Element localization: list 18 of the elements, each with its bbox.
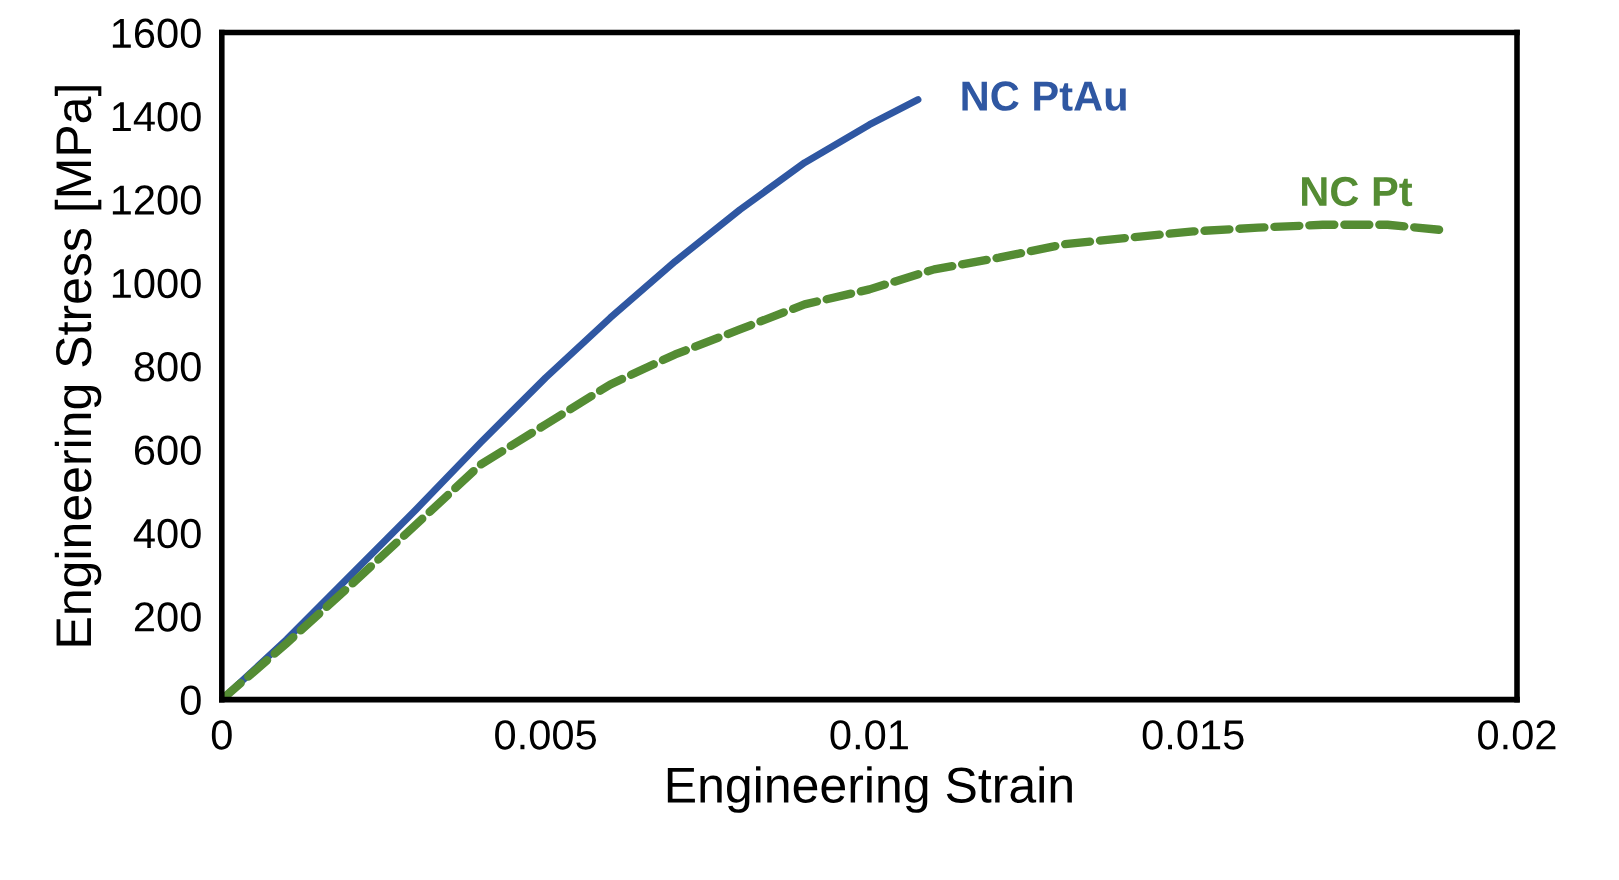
y-tick-label: 1000	[112, 268, 201, 299]
y-tick-label: 800	[134, 352, 201, 382]
y-tick-label: 0	[180, 685, 201, 716]
y-tick-label: 200	[134, 602, 201, 632]
y-tick-label: 1200	[112, 185, 201, 215]
x-tick-label: 0	[211, 720, 232, 750]
y-tick-label: 1600	[112, 18, 201, 49]
x-tick-label: 0.02	[1478, 720, 1556, 750]
series-label: NC Pt	[1302, 176, 1413, 207]
x-tick-label: 0.015	[1142, 720, 1244, 750]
series-label: NC PtAu	[962, 81, 1126, 111]
y-tick-label: 1400	[112, 101, 201, 132]
x-axis-title: Engineering Strain	[667, 766, 1072, 813]
y-tick-label: 400	[133, 518, 201, 549]
y-axis-title: Engineering Stress [MPa]	[54, 86, 102, 646]
y-tick-label: 600	[134, 435, 201, 465]
x-tick-label: 0.005	[495, 720, 596, 750]
x-tick-label: 0.01	[830, 720, 908, 750]
